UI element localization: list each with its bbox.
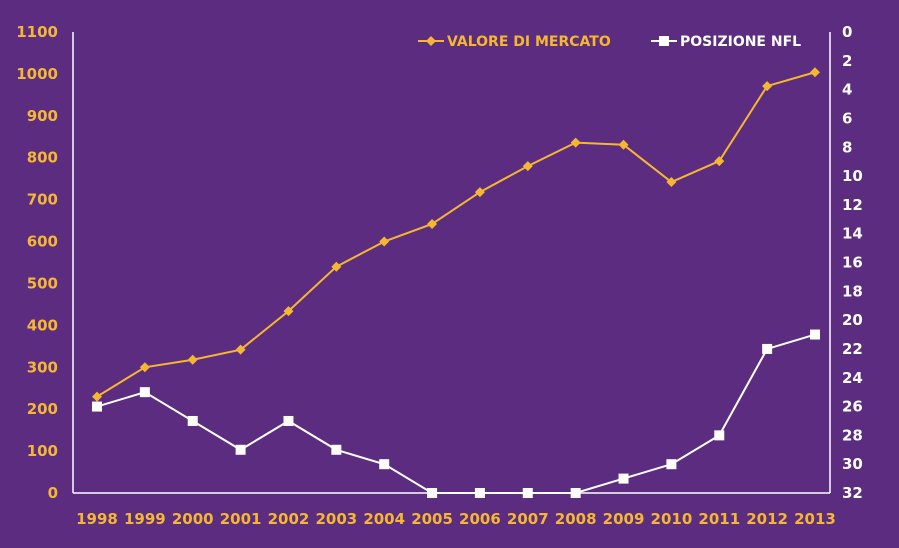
right-tick-label: 8 [842, 138, 852, 156]
data-point-square [331, 444, 342, 455]
data-point-diamond [331, 261, 342, 272]
left-tick-label: 400 [27, 316, 58, 334]
left-tick-label: 900 [27, 107, 58, 125]
left-tick-label: 800 [27, 149, 58, 167]
left-tick-label: 700 [27, 191, 58, 209]
series-group [92, 67, 820, 498]
x-tick-label: 1999 [124, 510, 166, 528]
data-point-diamond [187, 354, 198, 365]
left-tick-label: 600 [27, 233, 58, 251]
data-point-diamond [283, 306, 294, 317]
data-point-diamond [666, 177, 677, 188]
data-point-square [283, 415, 294, 426]
x-tick-label: 2008 [555, 510, 597, 528]
x-tick-label: 2004 [363, 510, 405, 528]
right-tick-label: 22 [842, 340, 863, 358]
data-point-square [666, 459, 677, 470]
x-tick-label: 2005 [411, 510, 453, 528]
data-point-square [235, 444, 246, 455]
x-tick-label: 2006 [459, 510, 501, 528]
right-tick-label: 10 [842, 167, 863, 185]
data-point-square [187, 415, 198, 426]
legend-label: POSIZIONE NFL [680, 34, 801, 50]
right-tick-label: 12 [842, 196, 863, 214]
data-point-diamond [235, 344, 246, 355]
right-tick-label: 0 [842, 23, 852, 41]
data-point-square [474, 488, 485, 498]
right-tick-label: 2 [842, 52, 852, 70]
right-tick-label: 20 [842, 311, 863, 329]
x-tick-label: 2001 [220, 510, 262, 528]
data-point-diamond [810, 67, 820, 78]
x-tick-label: 2011 [698, 510, 740, 528]
data-point-diamond [618, 139, 629, 150]
left-axis-ticks: 0 100 200 300 400 500 600 700 800 900 1000 1100 [16, 23, 58, 502]
data-point-square [139, 387, 150, 398]
series-line-2 [96, 333, 816, 494]
data-point-square [570, 488, 581, 498]
right-tick-label: 18 [842, 282, 863, 300]
x-tick-label: 2010 [651, 510, 693, 528]
data-point-diamond [570, 137, 581, 148]
data-point-square [714, 430, 725, 441]
right-tick-label: 16 [842, 254, 863, 272]
right-tick-label: 32 [842, 484, 863, 502]
right-tick-label: 6 [842, 109, 852, 127]
right-tick-label: 14 [842, 225, 863, 243]
legend-marker-square [659, 36, 669, 46]
right-tick-label: 4 [842, 81, 852, 99]
right-tick-label: 28 [842, 426, 863, 444]
legend-marker-diamond [426, 36, 436, 46]
legend: VALORE DI MERCATO POSIZIONE NFL [418, 34, 801, 50]
data-point-diamond [522, 161, 533, 172]
x-tick-label: 2012 [746, 510, 788, 528]
x-tick-label: 1998 [76, 510, 118, 528]
left-tick-label: 1100 [16, 23, 58, 41]
x-tick-label: 2013 [794, 510, 836, 528]
left-tick-label: 0 [48, 484, 58, 502]
x-axis-ticks: 1998 1999 2000 2001 2002 2003 2004 2005 2006 2007… [76, 510, 836, 528]
data-point-diamond [762, 81, 773, 92]
left-tick-label: 1000 [16, 65, 58, 83]
data-point-diamond [714, 156, 725, 167]
data-point-diamond [92, 391, 102, 402]
data-point-square [618, 473, 629, 484]
data-point-diamond [139, 362, 150, 373]
data-point-square [92, 401, 102, 412]
x-tick-label: 2002 [268, 510, 310, 528]
data-point-diamond [427, 218, 438, 229]
left-tick-label: 100 [27, 442, 58, 460]
data-point-square [810, 329, 820, 340]
legend-label: VALORE DI MERCATO [447, 34, 611, 50]
data-point-diamond [379, 236, 390, 247]
data-point-square [427, 488, 438, 498]
data-point-square [522, 488, 533, 498]
data-point-square [762, 343, 773, 354]
right-tick-label: 30 [842, 455, 863, 473]
x-tick-label: 2009 [603, 510, 645, 528]
left-tick-label: 500 [27, 274, 58, 292]
right-tick-label: 26 [842, 398, 863, 416]
left-tick-label: 300 [27, 358, 58, 376]
x-tick-label: 2000 [172, 510, 214, 528]
x-tick-label: 2007 [507, 510, 549, 528]
right-tick-label: 24 [842, 369, 863, 387]
series-line-1 [96, 71, 816, 398]
x-tick-label: 2003 [315, 510, 357, 528]
data-point-diamond [474, 187, 485, 198]
data-point-square [379, 459, 390, 470]
left-tick-label: 200 [27, 400, 58, 418]
